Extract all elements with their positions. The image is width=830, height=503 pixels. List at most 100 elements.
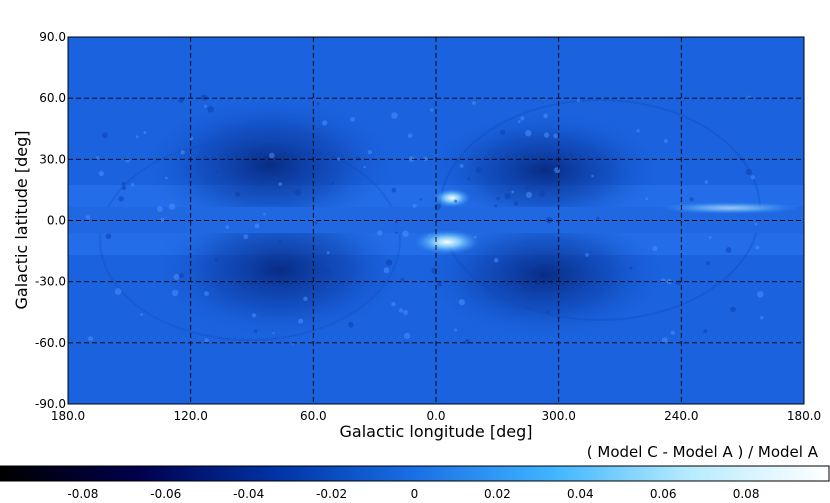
speckle [98, 170, 104, 177]
speckle [189, 136, 194, 141]
speckle [201, 94, 208, 101]
speckle [652, 246, 658, 252]
speckle [705, 261, 710, 265]
speckle [404, 332, 411, 339]
speckle [243, 234, 249, 240]
speckle [747, 95, 752, 100]
speckle [348, 321, 354, 328]
speckle [321, 120, 328, 126]
speckle [596, 216, 600, 221]
speckle [125, 158, 130, 163]
speckle [467, 177, 471, 181]
speckle [757, 291, 764, 298]
speckle [391, 112, 398, 119]
speckle [636, 129, 640, 133]
speckle [398, 308, 404, 313]
speckle [235, 191, 241, 197]
speckle [143, 131, 147, 134]
speckle [278, 182, 283, 187]
speckle [168, 203, 176, 210]
speckle [473, 235, 477, 239]
speckle [121, 185, 127, 191]
speckle [171, 289, 179, 297]
speckle [730, 306, 736, 313]
speckle [755, 245, 760, 250]
x-tick-label: 120.0 [173, 409, 207, 423]
colorbar-tick-label: -0.06 [150, 487, 181, 501]
speckle [408, 156, 415, 163]
speckle [254, 223, 260, 229]
speckle [576, 99, 580, 103]
speckle [273, 283, 280, 290]
speckle [403, 310, 409, 315]
speckle [314, 221, 318, 225]
x-tick-label: 180.0 [787, 409, 821, 423]
speckle [539, 190, 545, 197]
speckle [337, 157, 341, 161]
speckle [434, 203, 441, 210]
y-tick-label: 0.0 [47, 214, 66, 228]
speckle [670, 330, 676, 335]
speckle [745, 168, 752, 176]
speckle [524, 186, 529, 191]
speckle [395, 231, 398, 234]
speckle [407, 133, 413, 138]
y-tick-label: 60.0 [39, 91, 66, 105]
speckle [207, 106, 214, 113]
colorbar [0, 465, 830, 482]
speckle [454, 328, 457, 332]
x-tick-label: 60.0 [300, 409, 327, 423]
speckle [427, 234, 431, 237]
speckle [173, 273, 180, 280]
speckle [391, 301, 396, 307]
speckle [423, 156, 428, 161]
speckle [412, 203, 417, 208]
speckle [585, 253, 589, 257]
colorbar-label: ( Model C - Model A ) / Model A [587, 443, 819, 461]
bright-spot-disk [660, 202, 800, 214]
speckle [511, 190, 515, 194]
speckle [385, 259, 393, 266]
speckle [383, 267, 390, 273]
speckle [554, 167, 561, 174]
speckle [118, 196, 124, 202]
speckle [130, 183, 135, 187]
speckle [303, 296, 308, 301]
speckle [437, 281, 442, 287]
speckle [725, 247, 732, 253]
dark-lobe-south-left [150, 200, 410, 340]
speckle [102, 132, 108, 138]
colorbar-tick-label: 0.04 [567, 487, 594, 501]
speckle [520, 116, 525, 121]
speckle [545, 310, 550, 314]
speckle [704, 180, 708, 184]
speckle [269, 152, 275, 159]
x-tick-label: 300.0 [541, 409, 575, 423]
speckle [517, 120, 521, 123]
speckle [298, 318, 304, 324]
speckle [178, 273, 184, 279]
speckle [165, 176, 168, 180]
speckle [496, 196, 501, 201]
x-tick-label: 0.0 [426, 409, 445, 423]
grid [68, 37, 804, 404]
speckle [160, 217, 165, 222]
x-ticks: 180.0 120.0 60.0 0.0 300.0 240.0 180.0 [51, 409, 821, 423]
speckle [135, 135, 139, 139]
speckle [464, 338, 470, 345]
speckle [402, 230, 409, 237]
speckle [278, 240, 282, 244]
y-tick-label: 30.0 [39, 152, 66, 166]
speckle [493, 257, 499, 263]
y-tick-label: -90.0 [35, 397, 66, 411]
speckle [499, 129, 506, 136]
speckle [178, 97, 184, 103]
speckle [391, 187, 397, 193]
speckle [472, 101, 476, 105]
y-tick-label: -30.0 [35, 275, 66, 289]
speckle [203, 291, 209, 297]
speckle [140, 313, 144, 316]
colorbar-tick-label: 0.06 [650, 487, 677, 501]
bright-spot-center [415, 230, 479, 254]
